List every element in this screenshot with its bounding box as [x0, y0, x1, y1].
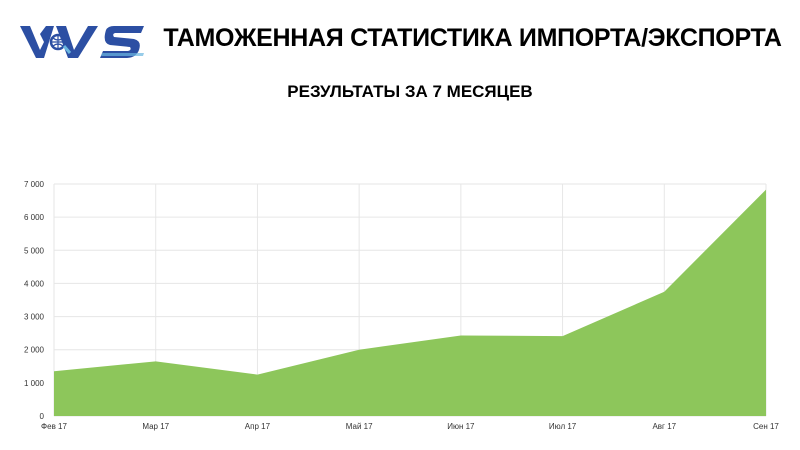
y-tick-label: 7 000 — [24, 180, 45, 189]
y-axis: 0 1 000 2 000 3 000 4 000 5 000 6 000 7 000 — [24, 180, 45, 421]
x-tick-label: Июн 17 — [447, 422, 475, 431]
y-tick-label: 4 000 — [24, 279, 45, 288]
y-tick-label: 5 000 — [24, 246, 45, 255]
x-tick-label: Мар 17 — [142, 422, 169, 431]
x-tick-label: Июл 17 — [549, 422, 577, 431]
y-tick-label: 0 — [40, 412, 45, 421]
x-tick-label: Фев 17 — [41, 422, 67, 431]
x-tick-label: Апр 17 — [245, 422, 271, 431]
area-series-fill — [54, 189, 766, 416]
y-tick-label: 1 000 — [24, 379, 45, 388]
page-title: ТАМОЖЕННАЯ СТАТИСТИКА ИМПОРТА/ЭКСПОРТА — [163, 24, 782, 52]
chart-area-series — [53, 189, 767, 416]
vvs-logo — [20, 26, 144, 58]
y-tick-label: 6 000 — [24, 213, 45, 222]
x-tick-label: Май 17 — [346, 422, 373, 431]
x-tick-label: Авг 17 — [652, 422, 676, 431]
logo-mark — [20, 26, 144, 58]
x-axis: Фев 17 Мар 17 Апр 17 Май 17 Июн 17 Июл 17 Авг … — [41, 422, 779, 431]
page-subtitle: РЕЗУЛЬТАТЫ ЗА 7 МЕСЯЦЕВ — [287, 82, 533, 101]
y-tick-label: 2 000 — [24, 346, 45, 355]
x-tick-label: Сен 17 — [753, 422, 779, 431]
y-tick-label: 3 000 — [24, 313, 45, 322]
